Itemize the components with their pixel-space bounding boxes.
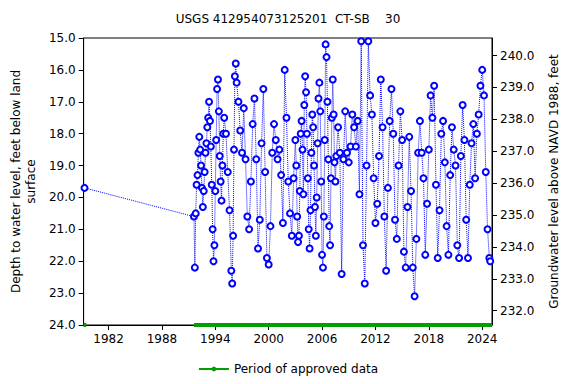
svg-text:Depth to water level, feet bel: Depth to water level, feet below land	[9, 70, 23, 293]
svg-text:18.0: 18.0	[49, 127, 76, 141]
svg-text:surface: surface	[24, 159, 38, 203]
svg-text:1982: 1982	[93, 332, 124, 346]
svg-text:16.0: 16.0	[49, 63, 76, 77]
svg-text:USGS 412954073125201 CT-SB: USGS 412954073125201 CT-SB 30	[176, 12, 401, 26]
svg-text:17.0: 17.0	[49, 95, 76, 109]
svg-text:238.0: 238.0	[500, 112, 534, 126]
svg-text:24.0: 24.0	[49, 318, 76, 332]
svg-text:20.0: 20.0	[49, 190, 76, 204]
svg-text:1988: 1988	[147, 332, 178, 346]
svg-text:232.0: 232.0	[500, 304, 534, 318]
svg-text:237.0: 237.0	[500, 144, 534, 158]
svg-text:233.0: 233.0	[500, 272, 534, 286]
svg-text:240.0: 240.0	[500, 49, 534, 63]
svg-text:21.0: 21.0	[49, 222, 76, 236]
svg-text:239.0: 239.0	[500, 80, 534, 94]
svg-text:2006: 2006	[307, 332, 338, 346]
svg-text:2000: 2000	[253, 332, 284, 346]
svg-text:235.0: 235.0	[500, 208, 534, 222]
svg-text:2012: 2012	[360, 332, 391, 346]
svg-text:Period of approved data: Period of approved data	[234, 362, 378, 376]
svg-text:23.0: 23.0	[49, 286, 76, 300]
svg-text:15.0: 15.0	[49, 31, 76, 45]
svg-text:19.0: 19.0	[49, 159, 76, 173]
svg-text:2018: 2018	[414, 332, 445, 346]
svg-text:22.0: 22.0	[49, 254, 76, 268]
svg-text:2024: 2024	[467, 332, 498, 346]
svg-text:234.0: 234.0	[500, 240, 534, 254]
svg-text:Groundwater level above NAVD 1: Groundwater level above NAVD 1988, feet	[547, 54, 561, 309]
svg-text:1994: 1994	[200, 332, 231, 346]
svg-text:236.0: 236.0	[500, 176, 534, 190]
